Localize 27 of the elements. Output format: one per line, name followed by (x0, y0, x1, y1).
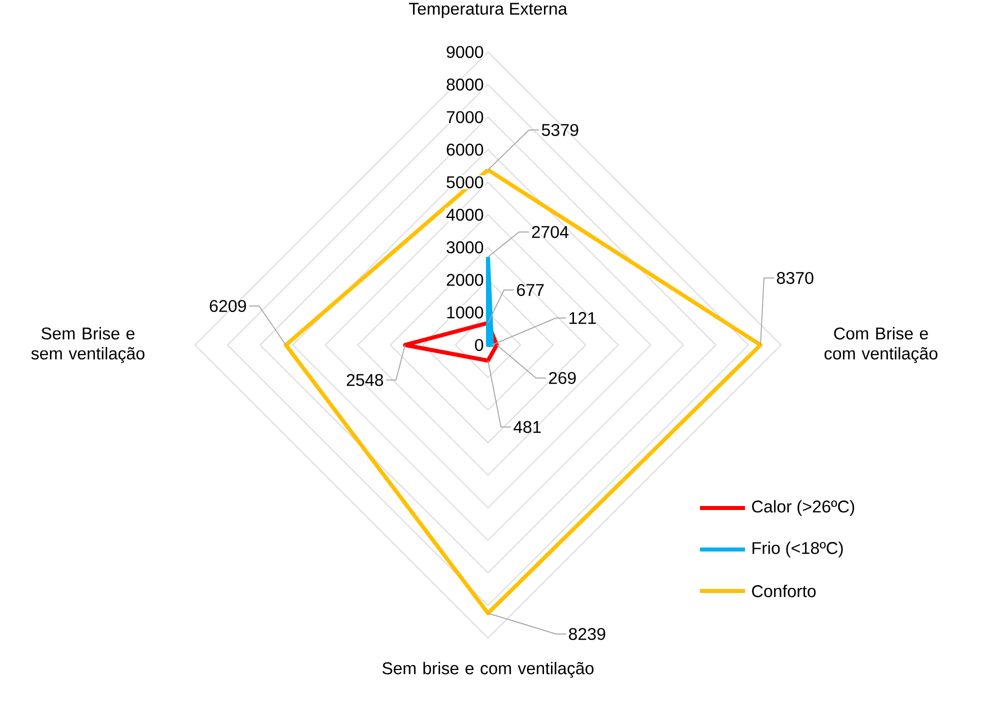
spoke-label: Sem Brise e sem ventilação (31, 327, 144, 363)
spoke-label: Sem brise e com ventilação (382, 662, 594, 678)
legend-label: Calor (>26ºC) (752, 500, 854, 516)
y-tick-label: 9000 (446, 46, 484, 58)
y-tick-label: 2000 (446, 274, 484, 286)
data-label: 8239 (568, 628, 606, 640)
data-label: 481 (514, 420, 541, 434)
y-tick-label: 6000 (446, 144, 484, 156)
y-tick-label: 8000 (446, 78, 484, 91)
y-tick-label: 5000 (446, 176, 484, 188)
y-tick-label: 3000 (446, 241, 484, 254)
legend-label: Conforto (752, 584, 816, 598)
y-tick-label: 0 (475, 338, 484, 352)
spoke-label: Temperatura Externa (409, 2, 568, 18)
data-label: 5379 (542, 124, 578, 136)
data-label: 2704 (532, 226, 569, 238)
legend-label: Frio (<18ºC) (752, 542, 843, 558)
spoke-label: Com Brise e com ventilação (824, 327, 938, 363)
y-tick-label: 1000 (447, 306, 484, 318)
data-label: 6209 (210, 300, 246, 312)
data-label: 8370 (776, 272, 814, 284)
data-label: 2548 (346, 374, 384, 386)
data-label: 269 (549, 372, 576, 384)
y-tick-label: 4000 (446, 208, 484, 221)
data-label: 677 (517, 284, 544, 296)
data-label: 121 (570, 312, 596, 324)
y-tick-label: 7000 (446, 111, 484, 124)
